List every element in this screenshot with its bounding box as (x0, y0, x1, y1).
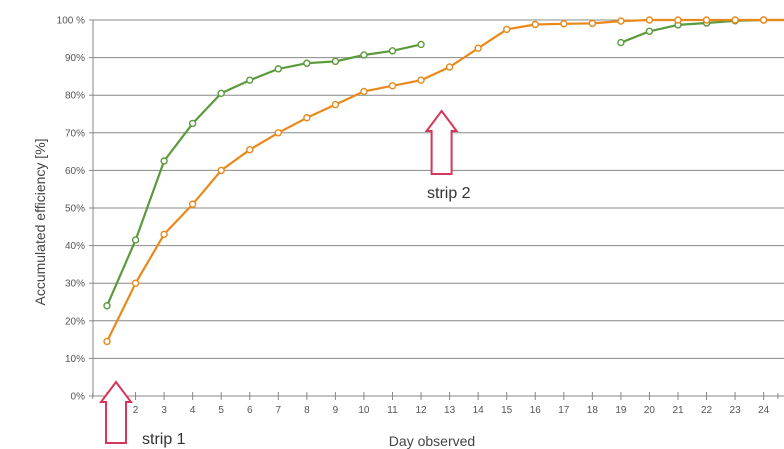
series-1-point (131, 279, 140, 287)
x-tick-label: 11 (387, 405, 398, 416)
y-tick-label: 50% (65, 204, 85, 215)
series-1-point (274, 129, 282, 137)
series-1-point (103, 337, 111, 346)
x-tick-label: 2 (133, 405, 139, 416)
series-1-point (731, 16, 739, 24)
y-tick-labels: 0% 10% 20% 30% 40% 50% 60% 70% 80% 90% 100 % (57, 16, 85, 403)
series-0-point (645, 27, 654, 35)
series-1-point (360, 87, 368, 96)
series-1-point (645, 16, 654, 24)
x-tick-label: 5 (218, 405, 224, 416)
series-1-point (445, 63, 454, 71)
series-1-point (759, 16, 768, 24)
x-tick-label: 13 (444, 405, 456, 416)
x-tick-label: 14 (473, 405, 485, 416)
strip-2-label: strip 2 (427, 185, 471, 202)
series-1-point (674, 16, 682, 24)
x-tick-label: 15 (501, 405, 513, 416)
x-tick-label: 20 (644, 405, 656, 416)
x-tick-label: 22 (701, 405, 713, 416)
x-tick-label: 24 (758, 405, 770, 416)
series-0-line (105, 43, 423, 307)
series-0-point (388, 47, 397, 55)
series-0-point (246, 76, 254, 84)
series-1-point (617, 17, 625, 25)
x-tick-labels: 123456789101112131415161718192021222324 (92, 392, 779, 416)
y-tick-label: 80% (65, 91, 85, 102)
y-tick-label: 60% (65, 166, 85, 177)
strip-1-arrow (99, 380, 133, 444)
series-1-point (417, 76, 425, 84)
y-axis-title: Accumulated efficiency [%] (32, 138, 48, 305)
x-tick-label: 9 (333, 405, 339, 416)
series-0-point (188, 119, 197, 128)
strip-2-arrow (424, 109, 459, 175)
series-0-point (217, 89, 225, 98)
y-tick-label: 30% (65, 279, 85, 290)
y-tick-label: 0% (71, 392, 86, 403)
x-tick-label: 8 (304, 405, 310, 416)
strip-1-label: strip 1 (142, 431, 186, 448)
series-1-point (331, 100, 340, 109)
series-1-point (560, 20, 568, 28)
series-1-point (588, 19, 597, 28)
x-tick-label: 23 (730, 405, 742, 416)
series-0-point (274, 65, 282, 73)
x-tick-label: 21 (672, 405, 684, 416)
series-1-line (105, 18, 784, 343)
series-lines (103, 16, 784, 346)
series-0-point (360, 51, 368, 59)
y-tick-label: 70% (65, 128, 85, 139)
x-tick-label: 18 (587, 405, 599, 416)
x-tick-label: 7 (276, 405, 282, 416)
series-1-point (188, 200, 197, 208)
y-tick-label: 10% (65, 354, 85, 365)
series-1-point (702, 16, 711, 24)
y-tick-label: 90% (65, 53, 85, 64)
series-0-point (160, 157, 168, 165)
y-tick-label: 40% (65, 241, 85, 252)
series-1-point (303, 114, 311, 122)
x-tick-label: 12 (415, 405, 427, 416)
x-tick-label: 10 (358, 405, 370, 416)
series-1-point (503, 25, 511, 34)
annotations: strip 1 strip 2 (99, 109, 471, 448)
y-tick-label: 100 % (57, 16, 85, 27)
horizontal-gridlines (89, 19, 784, 397)
series-0-point (617, 38, 625, 47)
series-1-point (217, 166, 225, 175)
series-0-point (303, 59, 311, 67)
series-1-point (160, 230, 168, 239)
series-0-point (331, 57, 340, 66)
series-0-point (103, 302, 111, 310)
x-tick-label: 16 (530, 405, 542, 416)
series-1-point (474, 44, 482, 52)
x-tick-label: 19 (615, 405, 627, 416)
y-tick-label: 20% (65, 316, 85, 327)
x-axis-title: Day observed (389, 433, 475, 449)
series-0-point (131, 236, 140, 244)
x-tick-label: 6 (247, 405, 253, 416)
series-1-point (388, 82, 397, 90)
series-0-point (417, 40, 425, 49)
x-tick-label: 17 (558, 405, 570, 416)
x-tick-label: 4 (190, 405, 196, 416)
series-0-line (619, 18, 784, 44)
x-tick-label: 3 (161, 405, 167, 416)
series-1-point (246, 146, 254, 154)
series-1-point (531, 20, 539, 29)
